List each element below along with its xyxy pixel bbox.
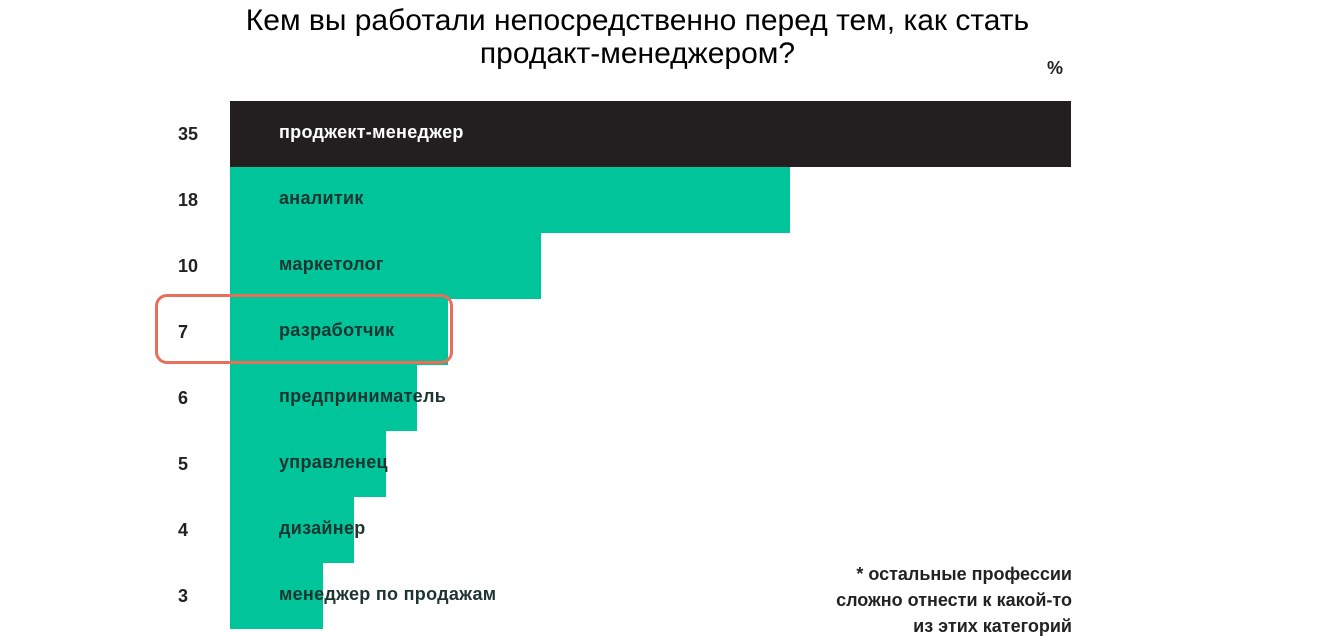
category-label: разработчик <box>279 320 395 340</box>
category-label: предприниматель <box>279 386 447 406</box>
value-label: 6 <box>178 388 189 408</box>
bar <box>230 167 790 233</box>
bar <box>230 365 417 431</box>
category-label: маркетолог <box>279 254 384 274</box>
bar-row: 3 менеджер по продажам <box>0 563 1326 629</box>
bar-row: 18 аналитик <box>0 167 1326 233</box>
category-label: проджект-менеджер <box>279 122 464 142</box>
value-label: 4 <box>178 520 189 540</box>
value-label: 5 <box>178 454 189 474</box>
category-label: менеджер по продажам <box>279 584 497 604</box>
footnote-line: сложно отнести к какой-то <box>836 590 1072 610</box>
bar-row: 7 разработчик <box>0 299 1326 365</box>
footnote-line: * остальные профессии <box>856 564 1072 584</box>
bar <box>230 497 355 563</box>
value-label: 35 <box>178 124 199 144</box>
bar <box>230 101 1071 167</box>
bar <box>230 431 386 497</box>
footnote: * остальные профессии сложно отнести к к… <box>836 561 1072 639</box>
bar-row: 10 маркетолог <box>0 233 1326 299</box>
category-label: дизайнер <box>279 518 366 538</box>
bar-row: 5 управленец <box>0 431 1326 497</box>
value-label: 18 <box>178 190 199 210</box>
value-label: 7 <box>178 322 189 342</box>
bar <box>230 299 448 365</box>
bar-row: 35 проджект-менеджер <box>0 101 1326 167</box>
chart-title-line: продакт-менеджером? <box>479 37 796 70</box>
value-label: 10 <box>178 256 199 276</box>
value-label: 3 <box>178 586 189 606</box>
unit-label: % <box>1047 58 1064 78</box>
category-label: управленец <box>279 452 388 472</box>
highlight-box <box>155 294 453 364</box>
bar-row: 6 предприниматель <box>0 365 1326 431</box>
chart-title-line: Кем вы работали непосредственно перед те… <box>245 4 1030 37</box>
bar-row: 4 дизайнер <box>0 497 1326 563</box>
chart-title: Кем вы работали непосредственно перед те… <box>0 4 1275 70</box>
footnote-line: из этих категорий <box>913 616 1072 636</box>
bar <box>230 563 324 629</box>
category-label: аналитик <box>279 188 364 208</box>
bar <box>230 233 541 299</box>
